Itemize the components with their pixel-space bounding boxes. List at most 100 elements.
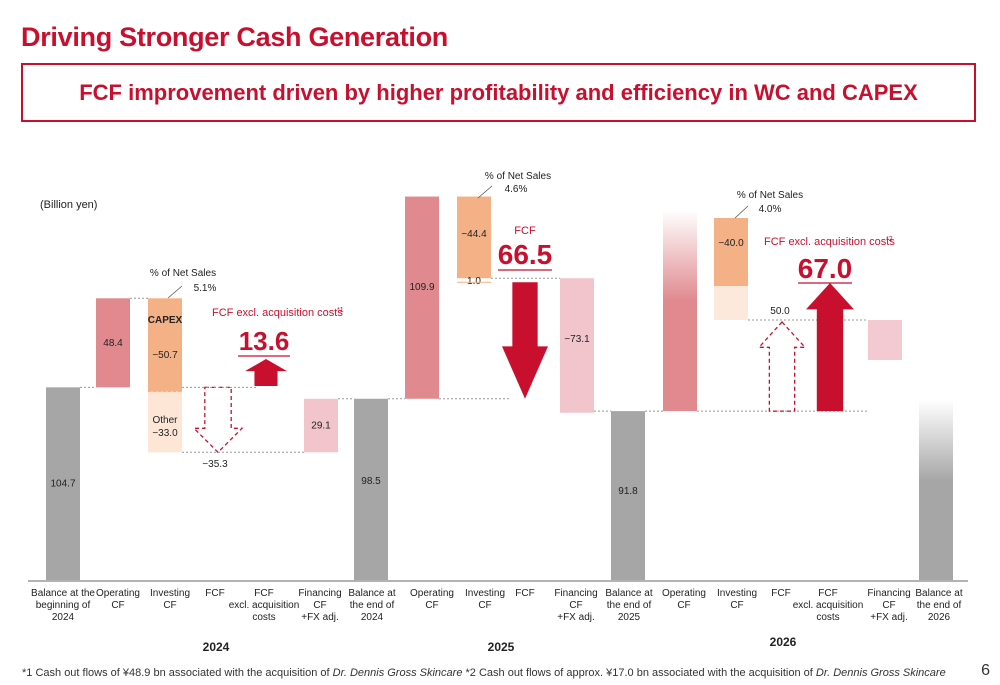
x-tick-label: 2026 — [928, 612, 951, 623]
headline-text: FCF improvement driven by higher profita… — [79, 79, 918, 105]
x-tick-label: Investing — [717, 588, 757, 599]
label-net-sales-pct-2024: 5.1% — [194, 283, 217, 294]
x-tick-label: Financing — [867, 588, 910, 599]
bar-financing-cf-2025 — [560, 278, 594, 413]
footnote-part1: *1 Cash out flows of ¥48.9 bn associated… — [22, 667, 333, 679]
callout-line — [477, 185, 493, 199]
x-tick-label: Balance at the — [31, 588, 95, 599]
x-tick-label: CF — [882, 600, 895, 611]
label-investing-cf-2026: −40.0 — [718, 238, 744, 249]
x-tick-label: Investing — [150, 588, 190, 599]
x-tick-label: excl. acquisition — [793, 600, 864, 611]
x-tick-label: Operating — [96, 588, 140, 599]
label-operating-cf-2024: 48.4 — [103, 338, 123, 349]
x-tick-label: Balance at — [348, 588, 395, 599]
label-other-2024: −33.0 — [152, 428, 178, 439]
year-label-2026: 2026 — [770, 635, 797, 649]
arrow-fcf-excl-2024 — [245, 359, 287, 386]
label-fcf-name-2025: FCF — [514, 225, 536, 237]
label-fcf-excl-note-2026: *2 — [886, 236, 893, 243]
x-tick-label: costs — [816, 612, 839, 623]
label-fcf-2025: 66.5 — [498, 239, 553, 270]
bar-operating-cf-2026 — [663, 210, 697, 412]
footnote-brand1: Dr. Dennis Gross Skincare — [332, 667, 463, 679]
label-net-sales-pct-2026: 4.0% — [759, 204, 782, 215]
label-fcf-excl-name-2024: FCF excl. acquisition costs — [212, 307, 343, 319]
page-number: 6 — [981, 662, 990, 679]
x-tick-label: CF — [163, 600, 176, 611]
bar-other-investing-2024 — [148, 391, 182, 453]
label-fcf-excl-2024: 13.6 — [239, 326, 290, 356]
page-title: Driving Stronger Cash Generation — [21, 22, 448, 52]
x-tick-label: FCF — [515, 588, 534, 599]
x-tick-label: 2024 — [52, 612, 75, 623]
x-tick-label: Investing — [465, 588, 505, 599]
x-tick-label: CF — [111, 600, 124, 611]
label-fcf-2026: 50.0 — [770, 306, 790, 317]
x-tick-label: 2025 — [618, 612, 641, 623]
label-opening-balance-2024: 104.7 — [50, 479, 75, 490]
label-capex-2024: −50.7 — [152, 350, 178, 361]
x-tick-label: the end of — [350, 600, 395, 611]
footnote-part2: *2 Cash out flows of approx. ¥17.0 bn as… — [462, 667, 816, 679]
label-fcf-excl-name-2026: FCF excl. acquisition costs — [764, 236, 895, 248]
label-investing-extra-2025: 1.0 — [467, 276, 481, 287]
x-tick-label: FCF — [254, 588, 273, 599]
bar-investing-other-2026 — [714, 286, 748, 320]
x-tick-label: beginning of — [36, 600, 91, 611]
x-tick-label: CF — [478, 600, 491, 611]
x-tick-label: Balance at — [915, 588, 962, 599]
label-net-sales-pct-2025: 4.6% — [505, 184, 528, 195]
arrow-fcf-excl-2026 — [806, 283, 854, 412]
x-tick-label: the end of — [607, 600, 652, 611]
label-capex-name-2024: CAPEX — [148, 315, 183, 326]
label-financing-cf-2024: 29.1 — [311, 421, 331, 432]
year-label-2024: 2024 — [203, 640, 230, 654]
x-tick-label: CF — [425, 600, 438, 611]
bar-closing-balance-2026 — [919, 400, 953, 580]
bar-capex-2024 — [148, 298, 182, 392]
callout-line — [734, 205, 749, 219]
x-tick-label: CF — [677, 600, 690, 611]
x-tick-label: Financing — [298, 588, 341, 599]
arrow-fcf-2026 — [757, 321, 807, 412]
x-tick-label: FCF — [818, 588, 837, 599]
x-tick-label: Financing — [554, 588, 597, 599]
bar-investing-cf-2026 — [714, 218, 748, 286]
x-tick-label: 2024 — [361, 612, 384, 623]
label-closing-balance-2024: 98.5 — [361, 476, 381, 487]
label-net-sales-note-2025: % of Net Sales — [485, 171, 551, 182]
footnote-brand2: Dr. Dennis Gross Skincare — [815, 667, 946, 679]
label-net-sales-note-2026: % of Net Sales — [737, 190, 803, 201]
label-other-name-2024: Other — [152, 415, 178, 426]
x-tick-label: CF — [569, 600, 582, 611]
label-investing-cf-2025: −44.4 — [461, 229, 487, 240]
bar-operating-cf-2024 — [96, 298, 130, 388]
label-financing-cf-2025: −73.1 — [564, 334, 590, 345]
x-tick-label: Operating — [410, 588, 454, 599]
x-tick-label: +FX adj. — [870, 612, 908, 623]
x-tick-label: the end of — [917, 600, 962, 611]
x-tick-label: FCF — [771, 588, 790, 599]
arrow-fcf-2025 — [502, 282, 548, 399]
x-tick-label: +FX adj. — [557, 612, 595, 623]
bar-opening-balance-2024 — [46, 387, 80, 580]
label-closing-balance-2025: 91.8 — [618, 486, 638, 497]
label-fcf-excl-note-2024: *1 — [337, 307, 344, 314]
x-tick-label: FCF — [205, 588, 224, 599]
bar-closing-balance-2025 — [611, 411, 645, 580]
x-tick-label: excl. acquisition — [229, 600, 300, 611]
label-net-sales-note-2024: % of Net Sales — [150, 268, 216, 279]
x-tick-label: CF — [313, 600, 326, 611]
headline-box: FCF improvement driven by higher profita… — [21, 63, 976, 122]
label-operating-cf-2025: 109.9 — [409, 282, 434, 293]
callout-line — [167, 285, 183, 299]
unit-label: (Billion yen) — [40, 199, 97, 211]
x-tick-label: +FX adj. — [301, 612, 339, 623]
x-tick-label: costs — [252, 612, 275, 623]
bar-financing-cf-2026-fade — [868, 360, 902, 396]
bar-closing-balance-2024 — [354, 398, 388, 580]
bar-investing-cf-2025 — [457, 196, 491, 279]
x-tick-label: Operating — [662, 588, 706, 599]
